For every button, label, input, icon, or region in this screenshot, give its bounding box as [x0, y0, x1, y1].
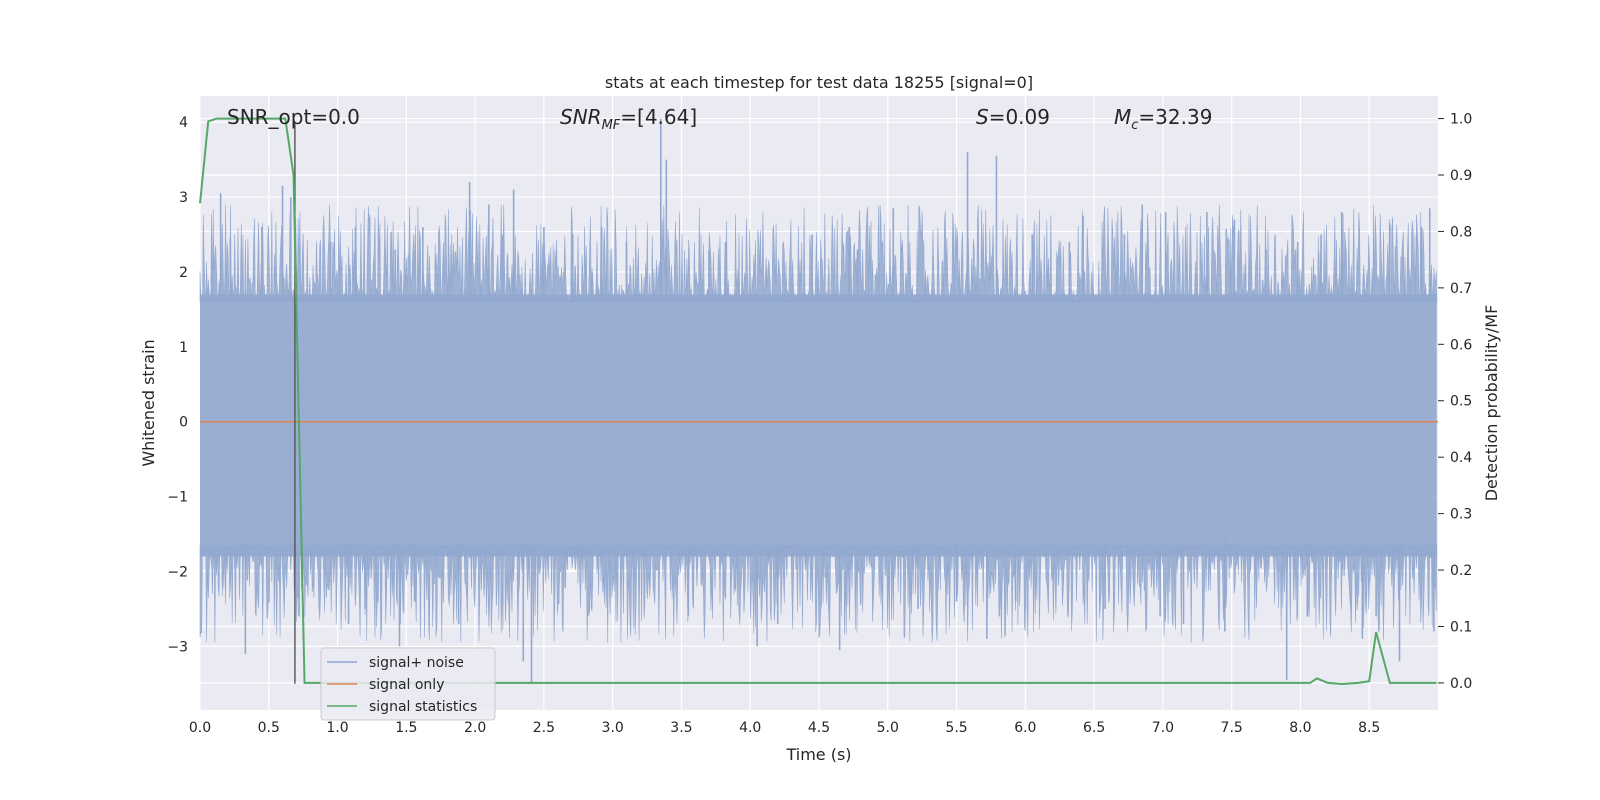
y2-tick-labels: 1.0 0.9 0.8 0.7 0.6 0.5 0.4 0.3 0.2 0.1 0.0 — [1450, 112, 1472, 692]
y2-tick-label: 0.8 — [1450, 224, 1472, 240]
x-tick-label: 7.5 — [1221, 720, 1243, 736]
y2-tick-label: 0.4 — [1450, 450, 1472, 466]
y-tick-label: 1 — [179, 340, 188, 356]
y2-axis-title: Detection probability/MF — [1482, 305, 1501, 502]
y-tick-label: 2 — [179, 265, 188, 281]
x-tick-labels: 0.0 0.5 1.0 1.5 2.0 2.5 3.0 3.5 4.0 4.5 5.0 5.5 6.0 6… — [189, 720, 1380, 736]
x-tick-label: 7.0 — [1152, 720, 1174, 736]
y2-tick-label: 0.5 — [1450, 394, 1472, 410]
annotation-mc-value: =32.39 — [1138, 105, 1212, 129]
x-tick-label: 6.5 — [1083, 720, 1105, 736]
x-tick-label: 4.0 — [739, 720, 761, 736]
y2-tick-label: 0.6 — [1450, 337, 1472, 353]
y2-tick-label: 0.3 — [1450, 507, 1472, 523]
noise-core-band — [200, 294, 1437, 557]
y-tick-label: −3 — [167, 639, 188, 655]
annotation-snr-mf: SNRMF=[4.64] — [560, 105, 697, 133]
y-tick-labels: 4 3 2 1 0 −1 −2 −3 — [167, 115, 188, 655]
x-tick-label: 0.0 — [189, 720, 211, 736]
chart-title: stats at each timestep for test data 182… — [605, 73, 1033, 92]
x-tick-label: 3.5 — [670, 720, 692, 736]
x-tick-label: 0.5 — [258, 720, 280, 736]
series-lines — [199, 117, 1438, 686]
y-tick-label: −1 — [167, 490, 188, 506]
noise-band — [199, 204, 1438, 643]
x-tick-label: 1.0 — [326, 720, 348, 736]
signal-statistics-line — [199, 117, 1437, 686]
noise-spikes — [207, 118, 1435, 684]
legend-label-signal-noise: signal+ noise — [369, 655, 464, 671]
annotation-snr-opt: SNR_opt=0.0 — [227, 105, 360, 129]
legend: signal+ noise signal only signal statist… — [320, 647, 496, 721]
x-axis-title: Time (s) — [785, 745, 851, 764]
annotation-mc-symbol: M — [1114, 105, 1131, 129]
annotation-mc: Mc=32.39 — [1114, 105, 1212, 133]
y-tick-label: 3 — [179, 190, 188, 206]
y2-tick-label: 0.7 — [1450, 281, 1472, 297]
noise-upper-edge — [199, 204, 1438, 304]
y2-tick-label: 0.2 — [1450, 563, 1472, 579]
y-tick-label: −2 — [167, 564, 188, 580]
x-tick-label: 1.5 — [395, 720, 417, 736]
legend-label-signal-only: signal only — [369, 677, 444, 693]
annotation-s: S=0.09 — [976, 105, 1050, 129]
annotation-s-symbol: S — [976, 105, 989, 129]
y-tick-label: 0 — [179, 415, 188, 431]
x-tick-label: 8.0 — [1289, 720, 1311, 736]
x-tick-label: 8.5 — [1358, 720, 1380, 736]
annotation-snr-mf-symbol: SNR — [560, 105, 602, 129]
x-tick-label: 5.0 — [877, 720, 899, 736]
x-tick-label: 6.0 — [1014, 720, 1036, 736]
annotation-snr-mf-subscript: MF — [602, 118, 621, 133]
x-tick-label: 3.0 — [602, 720, 624, 736]
annotation-mc-subscript: c — [1131, 118, 1138, 133]
annotation-snr-mf-value: =[4.64] — [620, 105, 697, 129]
y2-tick-label: 1.0 — [1450, 112, 1472, 128]
x-tick-label: 4.5 — [808, 720, 830, 736]
noise-lower-edge — [199, 544, 1438, 643]
y2-tick-label: 0.9 — [1450, 168, 1472, 184]
legend-label-signal-statistics: signal statistics — [369, 699, 477, 715]
y2-tick-label: 0.1 — [1450, 619, 1472, 635]
y-axis-title: Whitened strain — [139, 339, 158, 466]
x-tick-label: 2.0 — [464, 720, 486, 736]
x-tick-label: 2.5 — [533, 720, 555, 736]
x-tick-label: 5.5 — [945, 720, 967, 736]
y2-tick-label: 0.0 — [1450, 676, 1472, 692]
legend-box — [320, 647, 496, 721]
y-tick-label: 4 — [179, 115, 188, 131]
annotation-s-value: =0.09 — [989, 105, 1050, 129]
